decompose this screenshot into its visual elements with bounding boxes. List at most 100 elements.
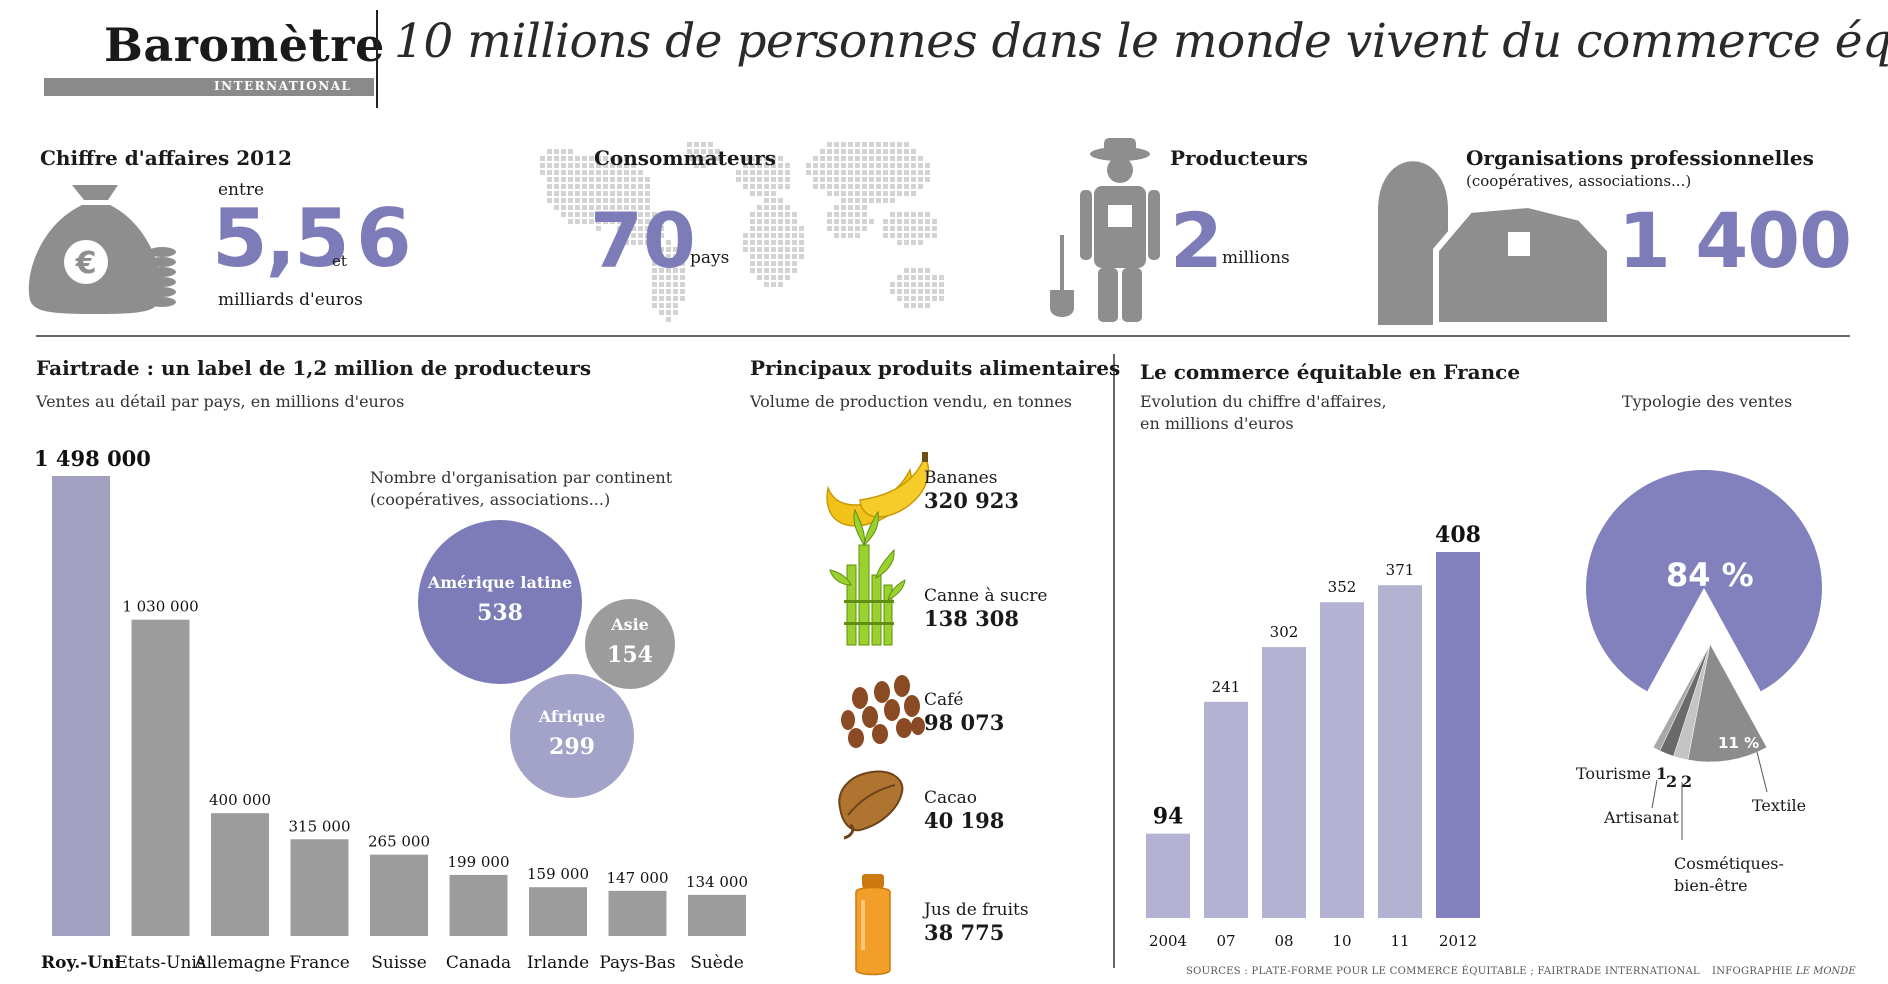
map-dot: [743, 184, 748, 189]
product-name-jus: Jus de fruits: [924, 900, 1029, 920]
map-dot: [876, 191, 881, 196]
map-dot: [547, 191, 552, 196]
map-dot: [827, 212, 832, 217]
map-dot: [848, 170, 853, 175]
map-dot: [848, 205, 853, 210]
map-dot: [589, 212, 594, 217]
map-dot: [897, 149, 902, 154]
map-dot: [596, 226, 601, 231]
map-dot: [862, 149, 867, 154]
map-dot: [645, 226, 650, 231]
map-dot: [757, 268, 762, 273]
map-dot: [617, 191, 622, 196]
map-dot: [603, 191, 608, 196]
map-dot: [834, 233, 839, 238]
bar-value-label: 371: [1386, 561, 1415, 579]
map-dot: [715, 156, 720, 161]
map-dot: [547, 184, 552, 189]
map-dot: [554, 191, 559, 196]
map-dot: [617, 163, 622, 168]
map-dot: [855, 233, 860, 238]
map-dot: [603, 198, 608, 203]
map-dot: [911, 219, 916, 224]
map-dot: [932, 226, 937, 231]
map-dot: [813, 170, 818, 175]
map-dot: [624, 240, 629, 245]
map-dot: [659, 254, 664, 259]
map-dot: [841, 233, 846, 238]
map-dot: [897, 240, 902, 245]
map-dot: [610, 205, 615, 210]
bubble-Afrique: [510, 674, 634, 798]
bar-2012: [1436, 552, 1480, 918]
map-dot: [778, 219, 783, 224]
map-dot: [659, 219, 664, 224]
map-dot: [904, 163, 909, 168]
map-dot: [904, 268, 909, 273]
map-dot: [820, 170, 825, 175]
map-dot: [764, 212, 769, 217]
map-dot: [918, 296, 923, 301]
map-dot: [638, 184, 643, 189]
stat-consumers-unit: pays: [690, 248, 730, 268]
map-dot: [547, 163, 552, 168]
bar-value-label: 315 000: [288, 817, 350, 835]
map-dot: [855, 226, 860, 231]
map-dot: [897, 219, 902, 224]
stat-organizations-value: 1 400: [1618, 196, 1852, 285]
bar-2004: [1146, 833, 1190, 918]
map-dot: [568, 219, 573, 224]
map-dot: [904, 275, 909, 280]
pie-label-textile: Textile: [1752, 796, 1807, 815]
map-dot: [659, 261, 664, 266]
footer-sources: SOURCES : PLATE-FORME POUR LE COMMERCE É…: [1186, 966, 1700, 977]
map-dot: [862, 219, 867, 224]
map-dot: [603, 170, 608, 175]
map-dot: [890, 177, 895, 182]
map-dot: [883, 149, 888, 154]
map-dot: [736, 177, 741, 182]
map-dot: [666, 247, 671, 252]
bar-Canada: [449, 874, 508, 936]
map-dot: [631, 240, 636, 245]
map-dot: [582, 170, 587, 175]
map-dot: [848, 163, 853, 168]
map-dot: [575, 163, 580, 168]
map-dot: [918, 268, 923, 273]
map-dot: [883, 156, 888, 161]
map-dot: [708, 149, 713, 154]
map-dot: [778, 177, 783, 182]
france-subtitle-line2: en millions d'euros: [1140, 414, 1294, 433]
map-dot: [575, 198, 580, 203]
map-dot: [785, 226, 790, 231]
map-dot: [925, 233, 930, 238]
map-dot: [862, 212, 867, 217]
map-dot: [554, 156, 559, 161]
map-dot: [883, 226, 888, 231]
map-dot: [876, 142, 881, 147]
map-dot: [694, 142, 699, 147]
map-dot: [820, 156, 825, 161]
map-dot: [897, 156, 902, 161]
product-value-jus: 38 775: [924, 920, 1005, 945]
map-dot: [855, 184, 860, 189]
map-dot: [617, 240, 622, 245]
map-dot: [743, 156, 748, 161]
map-dot: [792, 240, 797, 245]
map-dot: [764, 170, 769, 175]
map-dot: [771, 254, 776, 259]
map-dot: [890, 149, 895, 154]
map-dot: [792, 233, 797, 238]
bubble-value-label: 154: [607, 642, 653, 668]
map-dot: [694, 163, 699, 168]
map-dot: [617, 233, 622, 238]
map-dot: [540, 163, 545, 168]
money-bag-icon: €: [28, 185, 162, 314]
map-dot: [631, 191, 636, 196]
map-dot: [799, 233, 804, 238]
map-dot: [673, 268, 678, 273]
map-dot: [792, 226, 797, 231]
map-dot: [883, 142, 888, 147]
map-dot: [575, 212, 580, 217]
map-dot: [743, 177, 748, 182]
